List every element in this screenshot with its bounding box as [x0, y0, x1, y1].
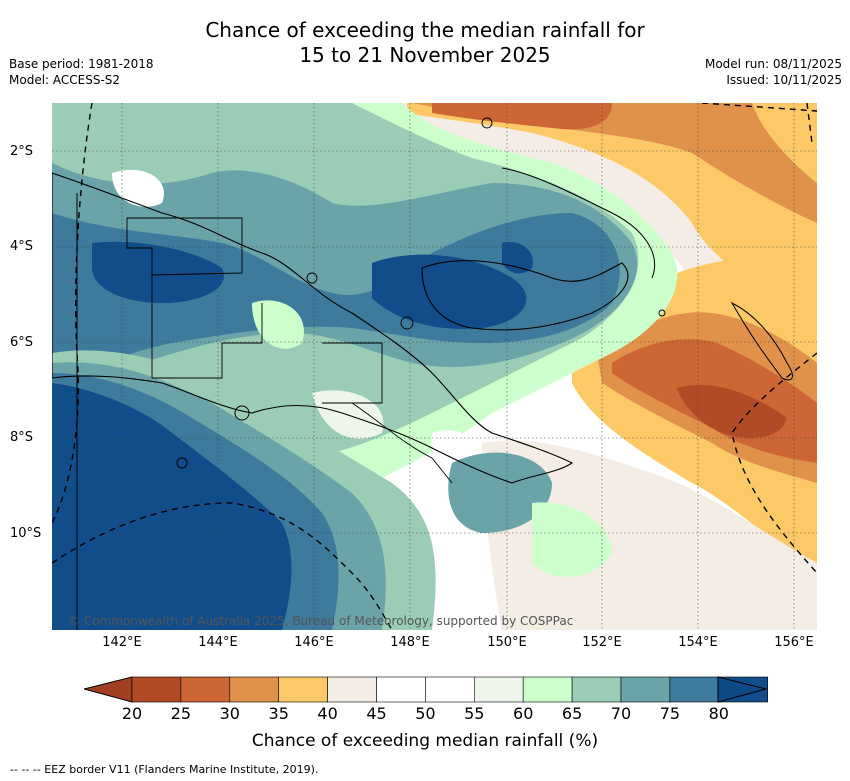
colorbar-tick-label: 80: [708, 704, 729, 723]
colorbar-tick-label: 20: [121, 704, 143, 723]
colorbar-tick-label: 55: [464, 704, 485, 723]
colorbar-bin: [669, 676, 720, 703]
colorbar-bin: [376, 676, 426, 703]
colorbar-label: Chance of exceeding median rainfall (%): [251, 731, 599, 751]
lat-label-2s: 2°S: [10, 144, 34, 159]
colorbar-bin: [571, 676, 622, 703]
colorbar-bin: [180, 676, 231, 703]
eez-legend-note: -- -- -- EEZ border V11 (Flanders Marine…: [10, 763, 319, 776]
base-period: Base period: 1981-2018: [9, 57, 154, 71]
lon-label-144e: 144°E: [198, 635, 238, 650]
colorbar-tick-label: 60: [513, 704, 534, 723]
colorbar-bin: [425, 676, 475, 703]
colorbar-low-extension: [84, 676, 133, 703]
colorbar-tick-label: 35: [268, 704, 289, 723]
map-title: Chance of exceeding the median rainfall …: [0, 18, 850, 68]
colorbar-bins: [131, 676, 768, 703]
lat-label-4s: 4°S: [10, 239, 34, 254]
lat-label-8s: 8°S: [10, 430, 34, 445]
lon-label-154e: 154°E: [678, 635, 718, 650]
lat-label-10s: 10°S: [10, 526, 42, 541]
title-line-2: 15 to 21 November 2025: [299, 43, 551, 67]
colorbar-bin: [278, 676, 328, 703]
meta-left: Base period: 1981-2018 Model: ACCESS-S2: [9, 56, 154, 88]
rainfall-map: [52, 103, 817, 630]
colorbar-bin: [327, 676, 377, 703]
colorbar-bin: [131, 676, 182, 703]
colorbar-tick-label: 75: [659, 704, 681, 723]
colorbar-tick-label: 25: [170, 704, 192, 723]
colorbar-bin: [620, 676, 671, 703]
lat-label-6s: 6°S: [10, 335, 34, 350]
colorbar-bin: [473, 676, 524, 703]
model-run: Model run: 08/11/2025: [704, 57, 842, 71]
map-panel: [52, 103, 817, 630]
lon-label-146e: 146°E: [294, 635, 334, 650]
meta-right: Model run: 08/11/2025 Issued: 10/11/2025: [705, 56, 842, 88]
colorbar-tick-label: 40: [317, 704, 338, 723]
lon-label-156e: 156°E: [774, 635, 814, 650]
colorbar-bin: [229, 676, 280, 703]
colorbar-tick-label: 65: [561, 704, 583, 723]
copyright-notice: © Commonwealth of Australia 2025, Bureau…: [68, 614, 574, 628]
colorbar-high-extension: [717, 676, 768, 703]
colorbar: [84, 676, 768, 703]
issued-date: Issued: 10/11/2025: [726, 73, 842, 87]
colorbar-tick-label: 30: [219, 704, 240, 723]
lon-label-150e: 150°E: [487, 635, 527, 650]
colorbar-tick-label: 45: [366, 704, 387, 723]
lon-label-152e: 152°E: [582, 635, 622, 650]
lon-label-148e: 148°E: [390, 635, 430, 650]
colorbar-tick-label: 70: [610, 704, 632, 723]
lon-label-142e: 142°E: [102, 635, 142, 650]
colorbar-bin: [522, 676, 573, 703]
title-line-1: Chance of exceeding the median rainfall …: [205, 18, 645, 42]
colorbar-tick-label: 50: [415, 704, 436, 723]
model-name: Model: ACCESS-S2: [9, 73, 121, 87]
